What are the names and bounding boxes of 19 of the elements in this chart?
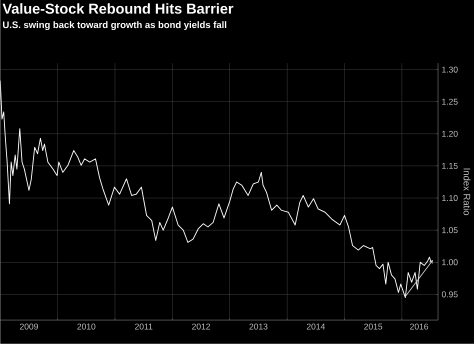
x-tick-label: 2012 [192,324,210,330]
y-tick-label: 1.15 [442,163,458,169]
x-tick-label: 2009 [20,324,38,330]
y-axis-title: Index Ratio [464,168,470,216]
y-tick-label: 1.25 [442,98,458,105]
chart-subtitle: U.S. swing back toward growth as bond yields fall [3,21,226,30]
y-tick-label: 0.95 [442,291,458,298]
y-tick-label: 1.05 [442,227,458,234]
x-tick-label: 2014 [306,324,325,330]
x-tick-label: 2010 [77,324,96,330]
x-tick-label: 2011 [135,324,152,330]
y-tick-label: 1.00 [442,259,458,266]
y-tick-label: 1.10 [442,195,458,202]
x-tick-label: 2016 [410,324,428,330]
x-tick-label: 2013 [249,324,268,330]
y-tick-label: 1.20 [442,130,458,137]
chart-title: Value-Stock Rebound Hits Barrier [2,3,234,14]
y-tick-label: 1.30 [442,66,458,73]
x-tick-label: 2015 [364,324,382,330]
